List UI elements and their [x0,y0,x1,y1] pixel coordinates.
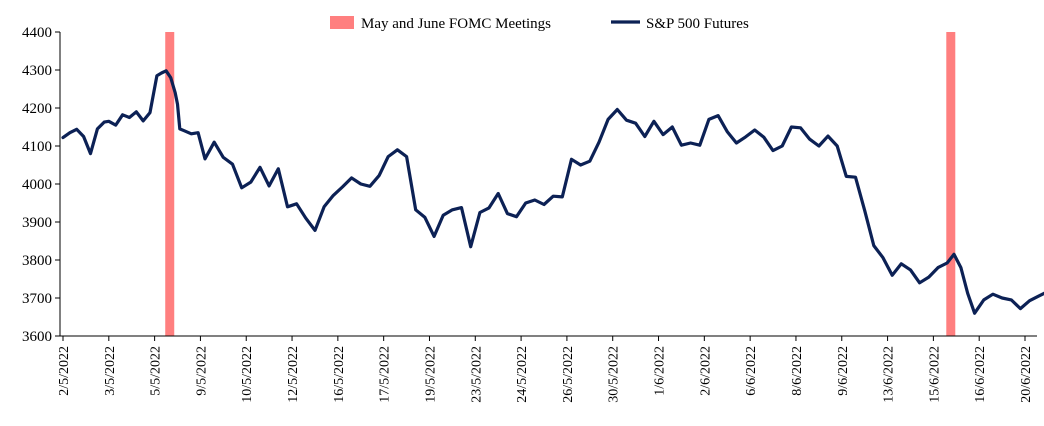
x-tick-label: 5/5/2022 [149,346,164,396]
x-tick-label: 13/6/2022 [882,346,897,403]
legend: May and June FOMC Meetings S&P 500 Futur… [330,16,749,32]
x-tick-label: 3/5/2022 [103,346,118,396]
x-tick-label: 6/6/2022 [744,346,759,396]
y-tick-label: 4400 [22,25,52,41]
x-tick-label: 1/6/2022 [653,346,668,396]
x-tick-label: 2/5/2022 [57,346,72,396]
y-tick-label: 4200 [22,101,52,117]
x-tick-label: 19/5/2022 [423,346,438,403]
x-tick-label: 20/6/2022 [1019,346,1034,403]
x-tick-label: 16/5/2022 [332,346,347,403]
x-tick-label: 9/6/2022 [836,346,851,396]
sp500-futures-line [61,69,1044,315]
x-tick-label: 26/5/2022 [561,346,576,403]
x-tick-label: 17/5/2022 [378,346,393,403]
fomc-bars [165,32,956,336]
legend-label-fomc: May and June FOMC Meetings [361,16,551,32]
y-tick-label: 4300 [22,63,52,79]
x-tick-label: 23/5/2022 [469,346,484,403]
y-ticks: 3600 3700 3800 3900 4000 4100 4200 4300 4400 [22,25,60,345]
x-ticks: 2/5/2022 3/5/2022 5/5/2022 9/5/2022 10/5/202… [57,336,1034,403]
y-tick-label: 3700 [22,291,52,307]
legend-swatch-fomc [330,16,354,29]
x-tick-label: 2/6/2022 [698,346,713,396]
legend-label-sp500: S&P 500 Futures [646,16,749,32]
fomc-meeting-bar [946,32,956,336]
x-tick-label: 12/5/2022 [286,346,301,403]
fomc-meeting-bar [165,32,175,336]
x-tick-label: 9/5/2022 [194,346,209,396]
y-tick-label: 3600 [22,329,52,345]
y-tick-label: 4100 [22,139,52,155]
y-tick-label: 3900 [22,215,52,231]
y-tick-label: 4000 [22,177,52,193]
x-tick-label: 15/6/2022 [927,346,942,403]
x-tick-label: 16/6/2022 [973,346,988,403]
axes [59,32,1037,337]
x-tick-label: 10/5/2022 [240,346,255,403]
x-tick-label: 30/5/2022 [607,346,622,403]
x-tick-label: 24/5/2022 [515,346,530,403]
x-tick-label: 8/6/2022 [790,346,805,396]
y-tick-label: 3800 [22,253,52,269]
